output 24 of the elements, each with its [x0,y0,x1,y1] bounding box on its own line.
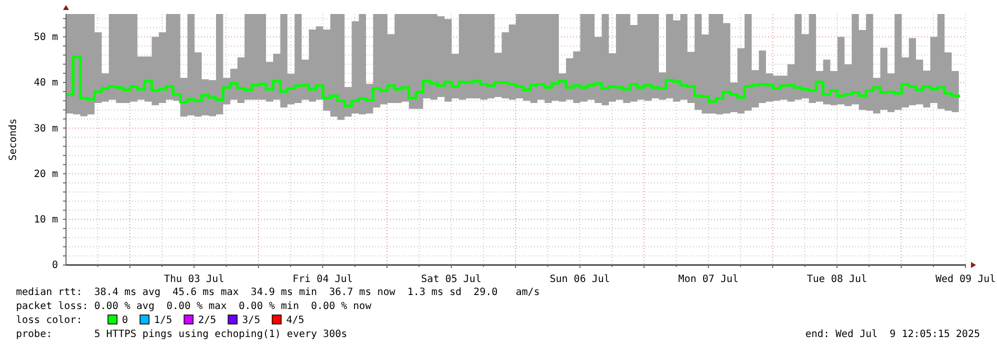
y-tick-label: 10 m [34,214,58,226]
y-tick-label: 50 m [34,32,58,44]
y-tick-label: 30 m [34,123,58,134]
x-tick-label: Mon 07 Jul [678,274,739,285]
x-tick-label: Wed 09 Jul [935,274,996,285]
y-axis-title: Seconds [8,118,19,161]
legend-label: 4/5 [286,315,304,326]
text: end: Wed Jul 9 12:05:15 2025 [805,329,980,340]
text: probe: 5 HTTPS pings using echoping(1) every 300s [16,329,348,340]
text: median rtt: 38.4 ms avg 45.6 ms max 34.9 ms min 36.7 ms now 1.3 ms sd 29.0 am/s [16,287,540,298]
x-tick-label: Sun 06 Jul [550,274,610,285]
legend-label: 0 [122,315,128,326]
x-tick-label: Thu 03 Jul [164,274,224,285]
x-tick-label: Fri 04 Jul [292,274,353,285]
legend-label: 1/5 [154,315,172,326]
y-tick-label: 20 m [34,168,58,180]
legend-label: 3/5 [242,315,260,326]
x-tick-label: Sat 05 Jul [421,274,482,285]
text: packet loss: 0.00 % avg 0.00 % max 0.00 % min 0.00 % now [16,301,372,312]
y-tick-label: 40 m [34,78,58,89]
legend-title: loss color: [16,315,82,326]
y-tick-label: 0 [52,260,58,272]
legend-label: 2/5 [198,315,216,326]
x-tick-label: Tue 08 Jul [806,274,868,285]
